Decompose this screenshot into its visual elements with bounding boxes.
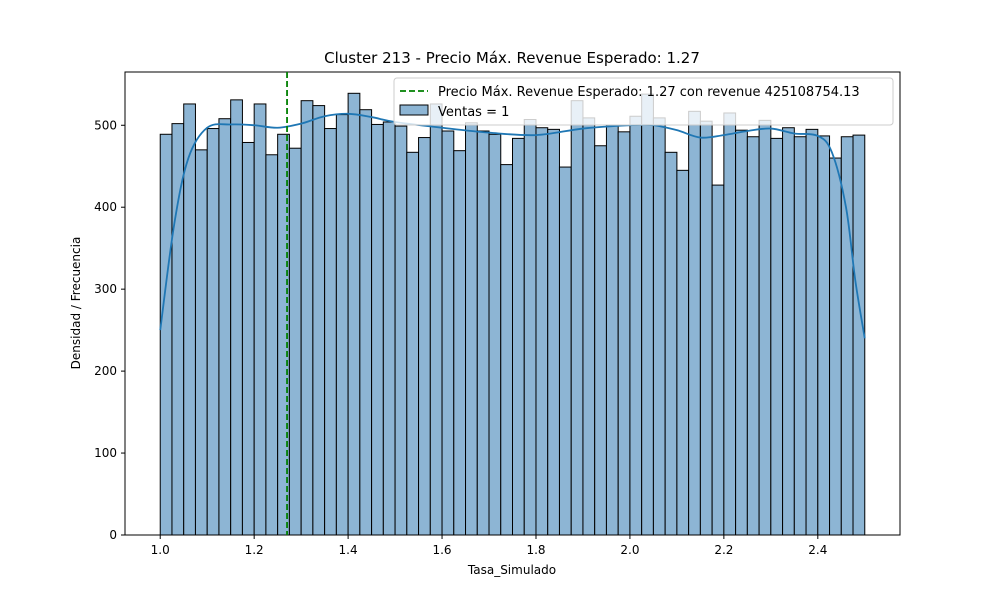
- histogram-bar: [265, 154, 279, 536]
- histogram-bar: [218, 118, 232, 536]
- histogram-bar: [441, 130, 455, 536]
- histogram-bar: [735, 129, 748, 536]
- y-tick-label: 500: [94, 118, 117, 132]
- histogram-bar: [711, 184, 725, 536]
- histogram-bar: [699, 120, 713, 536]
- histogram-bar: [782, 127, 795, 536]
- x-tick-label: 1.8: [526, 543, 545, 557]
- histogram-bar: [382, 121, 396, 536]
- overlay: [159, 72, 866, 535]
- histogram-bar: [664, 151, 678, 536]
- x-tick-label: 1.6: [432, 543, 451, 557]
- plot-frame: [124, 71, 901, 536]
- histogram-bar: [512, 137, 525, 536]
- histogram-bar: [746, 136, 760, 536]
- x-tick-label: 2.4: [808, 543, 827, 557]
- legend-label-reference: Precio Máx. Revenue Esperado: 1.27 con r…: [438, 85, 860, 100]
- histogram-bar: [852, 134, 866, 536]
- kde-curve: [159, 112, 866, 339]
- histogram-bar: [300, 100, 314, 536]
- x-tick-label: 1.2: [245, 543, 264, 557]
- histogram-bar: [253, 103, 267, 536]
- histogram-bar: [476, 130, 490, 536]
- histogram-bar: [817, 135, 831, 536]
- histogram-bar: [335, 114, 349, 536]
- y-tick-label: 0: [109, 528, 117, 542]
- histogram-bar: [793, 136, 807, 536]
- axes: 1.0 1.2 1.4 1.6 1.8 2.0 2.2 2.4 0 100 200 300 400 500: [94, 71, 901, 557]
- histogram-bar: [359, 109, 373, 536]
- histogram-bar: [194, 149, 208, 536]
- histogram-bar: [582, 117, 596, 536]
- histogram-bar: [605, 124, 619, 536]
- histogram-bar: [629, 115, 643, 536]
- histogram-bar: [488, 133, 502, 536]
- x-tick-label: 2.2: [714, 543, 733, 557]
- histogram-bar: [523, 119, 537, 536]
- histogram-bar: [206, 128, 220, 536]
- histogram-bar: [288, 147, 302, 536]
- histogram-bar: [230, 99, 243, 536]
- histogram-bar: [429, 103, 443, 536]
- y-axis-label: Densidad / Frecuencia: [69, 237, 83, 370]
- x-tick-label: 1.4: [339, 543, 358, 557]
- y-tick-label: 300: [94, 282, 117, 296]
- y-tick-label: 200: [94, 364, 117, 378]
- y-tick-label: 400: [94, 200, 117, 214]
- histogram-bar: [500, 164, 513, 536]
- histogram-bar: [570, 100, 584, 536]
- histogram-bar: [371, 123, 384, 536]
- histogram-bar: [594, 145, 607, 536]
- histogram-bar: [453, 150, 467, 536]
- histogram-bars: [159, 92, 866, 536]
- x-axis-label: Tasa_Simulado: [467, 563, 556, 577]
- histogram-bar: [829, 157, 842, 536]
- x-tick-label: 1.0: [151, 543, 170, 557]
- legend-label-histogram: Ventas = 1: [438, 105, 509, 120]
- histogram-bar: [159, 133, 173, 536]
- histogram-bar: [676, 169, 690, 536]
- histogram-bar: [465, 122, 478, 536]
- histogram-bar: [723, 112, 737, 536]
- histogram-bar: [347, 92, 361, 536]
- x-tick-label: 2.0: [620, 543, 639, 557]
- histogram-bar: [324, 128, 337, 536]
- histogram-bar: [758, 119, 772, 536]
- histogram-bar: [558, 166, 572, 536]
- histogram-bar: [394, 125, 408, 536]
- y-tick-label: 100: [94, 446, 117, 460]
- histogram-bar: [535, 127, 549, 536]
- histogram-bar: [805, 128, 819, 536]
- legend-bar-swatch: [399, 104, 429, 116]
- histogram-bar: [770, 137, 784, 536]
- histogram-bar: [652, 117, 666, 536]
- histogram-bar: [547, 128, 560, 536]
- histogram-bar: [617, 131, 631, 536]
- histogram-bar: [641, 93, 654, 536]
- histogram-bar: [406, 151, 420, 536]
- histogram-bar: [688, 110, 701, 536]
- histogram-bar: [241, 141, 255, 536]
- histogram-bar: [418, 137, 431, 536]
- legend: Precio Máx. Revenue Esperado: 1.27 con r…: [393, 77, 894, 126]
- legend-box: [393, 77, 894, 126]
- histogram-bar: [312, 105, 326, 536]
- chart-title: Cluster 213 - Precio Máx. Revenue Espera…: [324, 49, 700, 67]
